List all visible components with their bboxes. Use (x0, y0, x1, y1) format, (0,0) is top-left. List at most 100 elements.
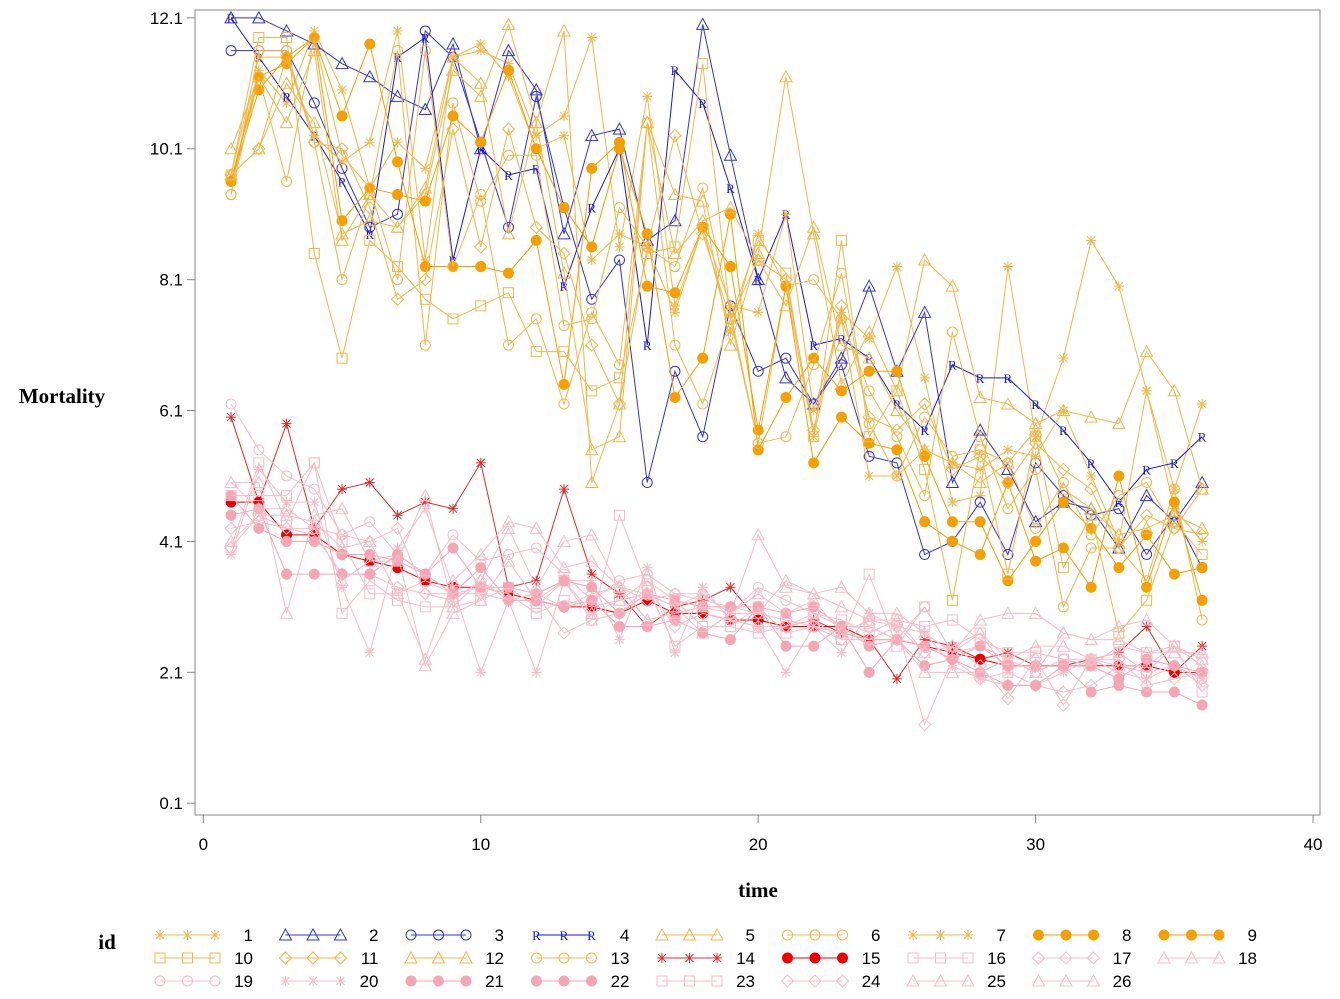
marker (1141, 385, 1152, 396)
marker (364, 588, 376, 600)
marker (558, 202, 570, 214)
marker (863, 666, 875, 678)
x-tick-label: 30 (1026, 835, 1045, 854)
marker (697, 58, 709, 70)
series-line (230, 508, 1203, 706)
marker (863, 431, 875, 443)
marker (1113, 562, 1125, 574)
marker (308, 568, 320, 580)
marker (584, 527, 599, 541)
marker: R (671, 63, 680, 78)
marker (279, 23, 294, 37)
marker (306, 951, 320, 965)
legend-label: 2 (369, 926, 378, 945)
marker (459, 950, 473, 964)
marker (752, 437, 764, 449)
marker (1167, 639, 1182, 652)
marker: R (1142, 462, 1151, 477)
marker (668, 619, 682, 634)
marker (1056, 626, 1071, 639)
marker (808, 607, 820, 619)
series-line (230, 495, 1203, 680)
marker (419, 568, 431, 580)
marker (723, 338, 738, 351)
marker (1002, 444, 1013, 455)
marker (1186, 929, 1197, 941)
marker (1113, 647, 1125, 659)
marker (182, 930, 193, 940)
marker (418, 587, 432, 601)
marker (613, 594, 625, 606)
marker (419, 45, 431, 57)
marker (503, 267, 515, 279)
legend-item: 6 (782, 926, 881, 945)
marker (253, 464, 264, 475)
marker (475, 39, 486, 50)
marker (405, 929, 417, 941)
marker (751, 606, 766, 619)
marker (891, 444, 903, 456)
marker (280, 976, 291, 986)
marker (751, 586, 766, 600)
marker (917, 442, 932, 456)
marker (336, 149, 348, 161)
marker (752, 581, 764, 593)
legend-item: 5 (655, 926, 755, 945)
marker (837, 952, 848, 964)
marker (251, 475, 266, 489)
marker (612, 580, 627, 593)
marker (612, 606, 627, 621)
marker (1086, 470, 1097, 481)
legend-label: 25 (987, 972, 1006, 991)
marker (808, 359, 820, 371)
marker (946, 326, 958, 338)
marker (835, 359, 847, 371)
marker (558, 601, 570, 613)
marker (891, 261, 902, 272)
marker (1139, 344, 1154, 358)
marker (447, 542, 459, 554)
marker (446, 599, 460, 613)
marker (806, 423, 821, 437)
marker (475, 300, 487, 312)
legend-label: 3 (495, 926, 504, 945)
marker (337, 582, 348, 593)
marker (642, 562, 653, 573)
marker (863, 627, 875, 639)
marker: R (754, 273, 763, 288)
marker (975, 490, 986, 501)
marker (503, 339, 515, 351)
marker (278, 927, 293, 941)
marker (919, 411, 931, 423)
marker (1028, 423, 1043, 436)
marker (1158, 929, 1170, 941)
marker (669, 307, 680, 318)
marker (1001, 691, 1015, 706)
marker (808, 640, 820, 652)
marker (419, 195, 431, 207)
legend-label: 18 (1238, 949, 1257, 968)
marker (975, 673, 986, 684)
marker (724, 634, 736, 646)
marker (281, 97, 292, 108)
marker (418, 102, 433, 115)
marker (919, 372, 930, 383)
marker (613, 359, 625, 371)
marker (684, 953, 695, 963)
marker (640, 580, 654, 594)
marker (808, 405, 819, 416)
y-axis-label: Mortality (19, 384, 106, 408)
marker (473, 573, 488, 587)
series-line (230, 56, 1203, 536)
series-line (230, 416, 1203, 680)
marker (1028, 436, 1043, 450)
marker (586, 952, 597, 964)
marker (281, 31, 293, 43)
marker (503, 287, 515, 299)
marker (363, 534, 377, 549)
marker (613, 621, 625, 633)
marker (557, 534, 571, 547)
marker (946, 450, 958, 462)
marker (695, 586, 710, 600)
marker (933, 973, 948, 987)
